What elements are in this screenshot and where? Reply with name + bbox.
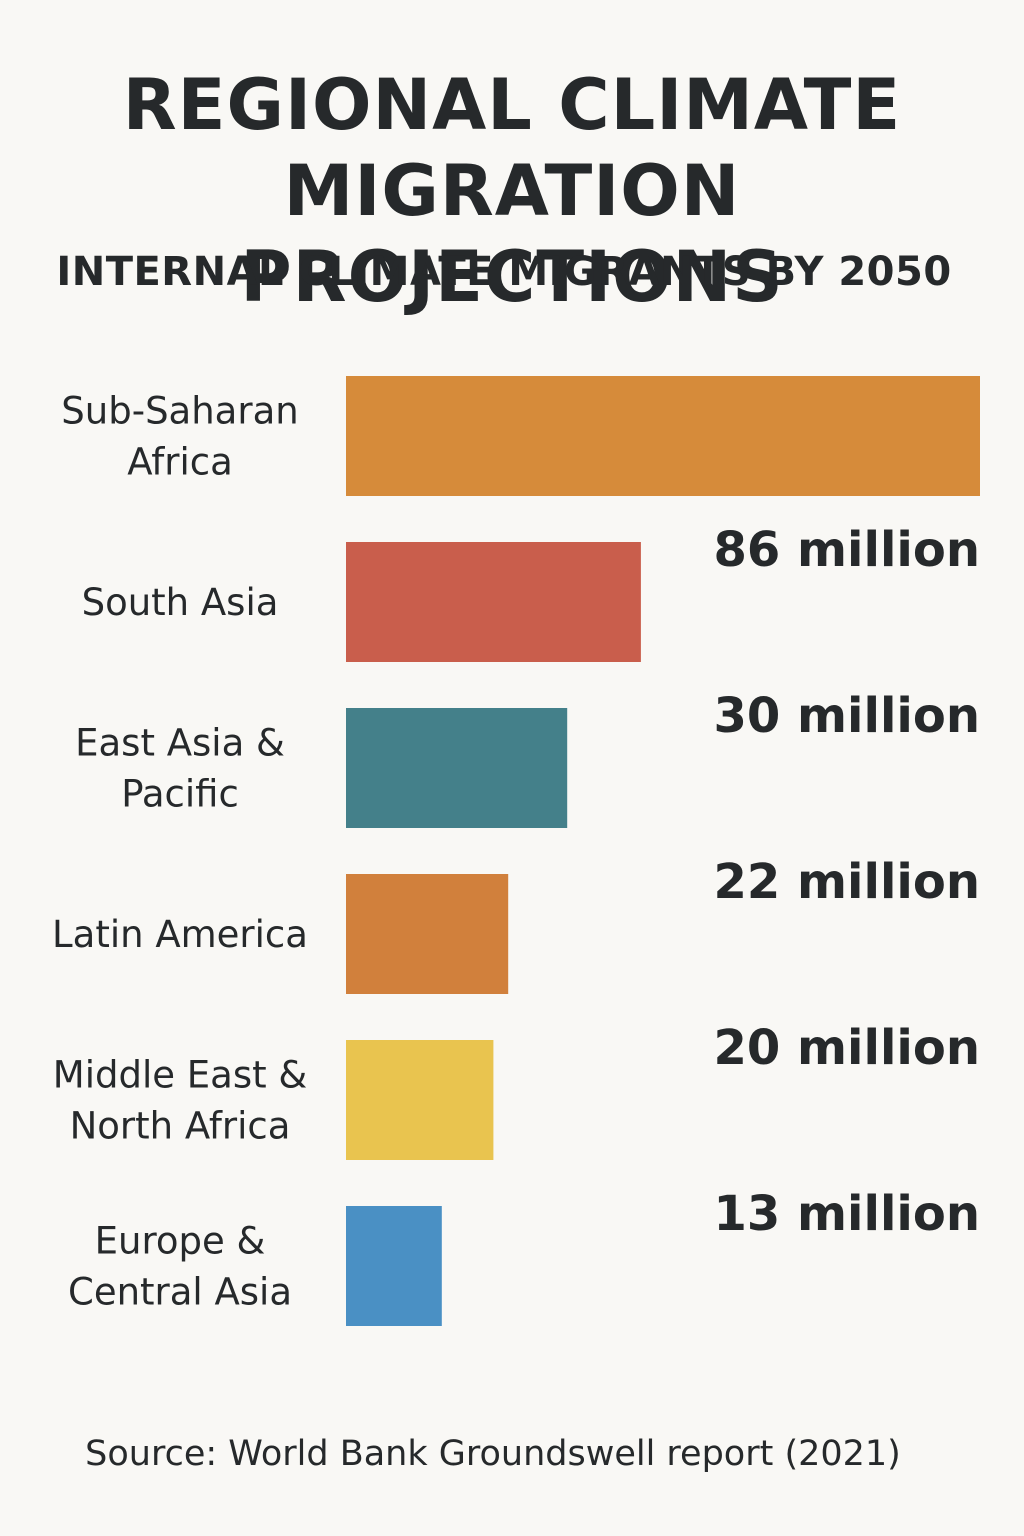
category-label-0: Sub-Saharan Africa [61, 390, 298, 484]
value-label-3: 20 million [714, 1020, 980, 1076]
bar-0 [346, 376, 980, 496]
category-label-4: Middle East & North Africa [53, 1054, 307, 1148]
chart-subtitle: INTERNAL CLIMATE MIGRANTS BY 2050 [56, 249, 952, 295]
category-label-1: South Asia [82, 581, 279, 624]
source-note: Source: World Bank Groundswell report (2… [85, 1434, 901, 1474]
bar-2 [346, 708, 568, 828]
bar-4 [346, 1040, 494, 1160]
category-label-3: Latin America [52, 913, 308, 956]
category-label-2: East Asia & Pacific [75, 722, 285, 816]
bar-5 [346, 1206, 442, 1326]
category-label-5: Europe & Central Asia [68, 1220, 292, 1314]
value-label-0: 86 million [714, 522, 980, 578]
bar-1 [346, 542, 641, 662]
value-label-2: 22 million [714, 854, 980, 910]
chart-title: REGIONAL CLIMATE MIGRATION PROJECTIONS [122, 64, 902, 318]
bar-3 [346, 874, 509, 994]
value-label-4: 13 million [714, 1186, 980, 1242]
value-label-1: 30 million [714, 688, 980, 744]
